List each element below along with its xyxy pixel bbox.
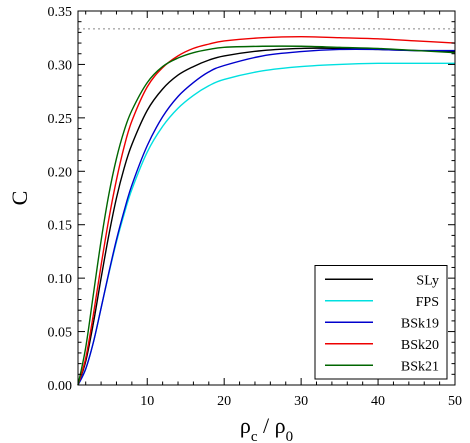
x-tick-label: 50 — [448, 394, 462, 409]
y-tick-label: 0.35 — [48, 5, 73, 20]
plot-area — [77, 28, 456, 386]
y-axis-label: C — [7, 191, 32, 206]
x-tick-label: 30 — [294, 394, 308, 409]
legend-label-bsk19: BSk19 — [401, 316, 439, 331]
y-tick-label: 0.30 — [48, 58, 73, 73]
x-tick-label: 40 — [371, 394, 385, 409]
legend-label-bsk21: BSk21 — [401, 359, 439, 374]
plot-frame — [77, 10, 456, 386]
x-axis-label: ρc / ρ0 — [240, 413, 293, 443]
legend: SLy FPS BSk19 BSk20 BSk21 — [314, 265, 448, 380]
y-tick-label: 0.15 — [48, 219, 73, 234]
x-tick-label: 20 — [217, 394, 231, 409]
series-line-sly — [77, 47, 456, 386]
y-tick-label: 0.00 — [48, 379, 73, 394]
y-tick-label: 0.20 — [48, 165, 73, 180]
y-tick-label: 0.10 — [48, 272, 73, 287]
legend-label-bsk20: BSk20 — [401, 338, 439, 353]
x-tick-label: 10 — [140, 394, 154, 409]
legend-label-sly: SLy — [416, 273, 439, 288]
y-tick-label: 0.05 — [48, 326, 73, 341]
legend-label-fps: FPS — [416, 295, 439, 310]
y-tick-label: 0.25 — [48, 112, 73, 127]
series-line-bsk19 — [77, 48, 456, 386]
axes: 10 20 30 40 50 0.00 0.05 0.10 0.15 0.20 0.25 0.30 0.… — [48, 5, 463, 409]
series-line-bsk21 — [77, 45, 456, 386]
